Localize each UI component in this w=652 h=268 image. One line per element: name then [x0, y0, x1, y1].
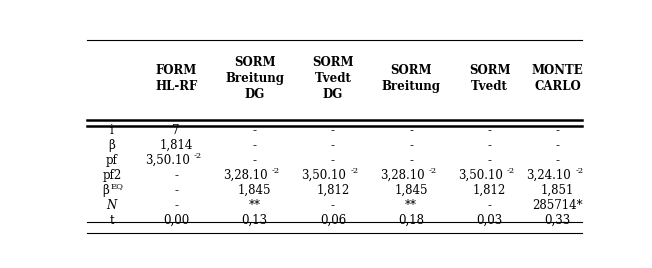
Text: -: -	[488, 139, 492, 152]
Text: 3,50.10: 3,50.10	[145, 154, 190, 167]
Text: 1,812: 1,812	[473, 184, 506, 197]
Text: 0,00: 0,00	[163, 214, 189, 227]
Text: -: -	[409, 154, 413, 167]
Text: -: -	[252, 154, 257, 167]
Text: i: i	[110, 124, 113, 137]
Text: -: -	[174, 184, 178, 197]
Text: 1,851: 1,851	[541, 184, 574, 197]
Text: -2: -2	[575, 167, 584, 175]
Text: -: -	[174, 169, 178, 182]
Text: -: -	[331, 199, 335, 212]
Text: SORM
Breitung
DG: SORM Breitung DG	[225, 55, 284, 100]
Text: -: -	[488, 199, 492, 212]
Text: -2: -2	[272, 167, 280, 175]
Text: SORM
Tvedt
DG: SORM Tvedt DG	[312, 55, 353, 100]
Text: -: -	[331, 139, 335, 152]
Text: 3,24.10: 3,24.10	[526, 169, 571, 182]
Text: -2: -2	[507, 167, 515, 175]
Text: 3,28.10: 3,28.10	[223, 169, 268, 182]
Text: 0,18: 0,18	[398, 214, 424, 227]
Text: 1,845: 1,845	[394, 184, 428, 197]
Text: 1,812: 1,812	[316, 184, 349, 197]
Text: 0,03: 0,03	[477, 214, 503, 227]
Text: -: -	[174, 199, 178, 212]
Text: -2: -2	[194, 152, 202, 160]
Text: 285714*: 285714*	[533, 199, 583, 212]
Text: 0,33: 0,33	[544, 214, 571, 227]
Text: -2: -2	[429, 167, 437, 175]
Text: 0,06: 0,06	[319, 214, 346, 227]
Text: 3,50.10: 3,50.10	[301, 169, 346, 182]
Text: 3,28.10: 3,28.10	[380, 169, 424, 182]
Text: MONTE
CARLO: MONTE CARLO	[532, 64, 584, 92]
Text: -: -	[488, 124, 492, 137]
Text: -: -	[409, 139, 413, 152]
Text: β: β	[108, 139, 115, 152]
Text: -: -	[409, 124, 413, 137]
Text: 3,50.10: 3,50.10	[458, 169, 503, 182]
Text: -2: -2	[350, 167, 359, 175]
Text: 1,845: 1,845	[238, 184, 271, 197]
Text: **: **	[248, 199, 261, 212]
Text: 7: 7	[173, 124, 180, 137]
Text: -: -	[556, 124, 560, 137]
Text: SORM
Tvedt: SORM Tvedt	[469, 64, 511, 92]
Text: N: N	[107, 199, 117, 212]
Text: -: -	[252, 124, 257, 137]
Text: -: -	[556, 139, 560, 152]
Text: 0,13: 0,13	[241, 214, 267, 227]
Text: -: -	[556, 154, 560, 167]
Text: **: **	[405, 199, 417, 212]
Text: -: -	[331, 124, 335, 137]
Text: pf: pf	[106, 154, 118, 167]
Text: t: t	[110, 214, 114, 227]
Text: FORM
HL-RF: FORM HL-RF	[155, 64, 198, 92]
Text: -: -	[488, 154, 492, 167]
Text: -: -	[331, 154, 335, 167]
Text: pf2: pf2	[102, 169, 121, 182]
Text: -: -	[252, 139, 257, 152]
Text: EQ: EQ	[110, 182, 123, 190]
Text: 1,814: 1,814	[160, 139, 193, 152]
Text: SORM
Breitung: SORM Breitung	[381, 64, 441, 92]
Text: β: β	[102, 184, 110, 197]
